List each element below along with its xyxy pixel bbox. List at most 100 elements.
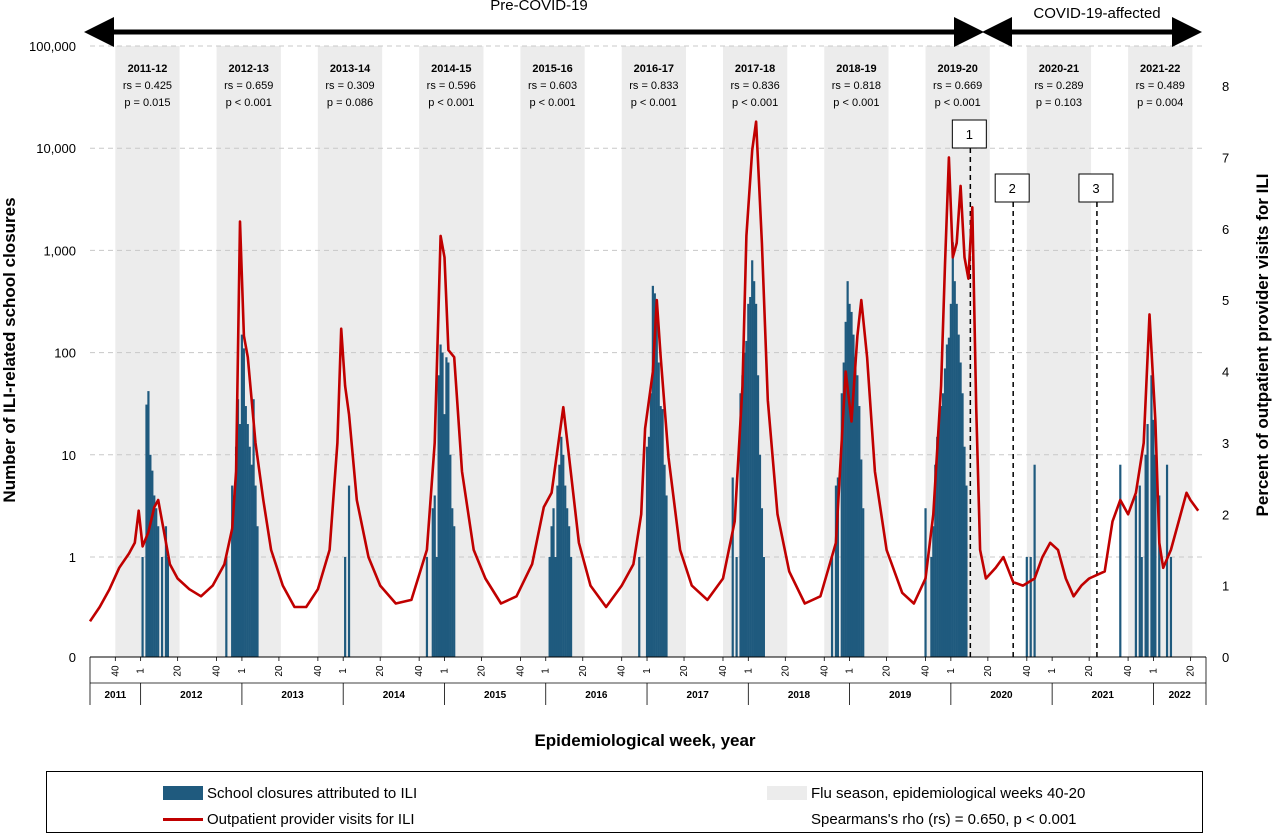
closure-bar [751,260,754,657]
closure-bar [568,526,571,657]
closure-bar [166,557,170,657]
week-label: 40 [414,665,425,677]
year-label: 2020 [990,690,1013,701]
annotation-label: 1 [966,127,973,142]
closure-bar [951,242,954,657]
closure-bar [451,508,454,657]
closure-bar [930,557,933,657]
closure-bar [431,508,434,657]
closure-bar [731,477,734,657]
closure-bar [959,362,962,657]
season-rs-label: rs = 0.659 [224,80,273,92]
legend-item-shade: Flu season, epidemiological weeks 40-20 [767,782,1085,804]
week-label: 20 [274,665,285,677]
season-rs-label: rs = 0.836 [731,80,780,92]
ili-percent-line [88,120,1200,623]
legend-item-bars: School closures attributed to ILI [163,782,417,804]
closure-bar [155,508,158,657]
week-label: 1 [237,668,248,674]
closure-bar [164,526,168,657]
closure-bar [943,368,947,657]
closure-bar [659,406,662,657]
closure-bar [233,495,236,657]
year-label: 2022 [1169,690,1192,701]
closure-bar [447,362,450,657]
closure-bar [842,362,845,657]
y-right-tick-label: 0 [1222,650,1229,665]
week-label: 40 [1022,665,1033,677]
closure-bar [934,464,937,657]
year-label: 2019 [889,690,912,701]
closure-bar [852,334,855,657]
season-p-label: p < 0.001 [631,97,677,109]
closure-bar [651,285,654,657]
closure-bar [850,311,853,657]
closure-bar [936,436,939,657]
season-name-label: 2011-12 [128,63,168,75]
closure-bar [924,508,927,657]
closure-bar [747,303,750,657]
week-label: 20 [882,665,893,677]
year-label: 2016 [585,690,608,701]
year-label: 2018 [788,690,811,701]
y-left-axis-label: Number of ILI-related school closures [0,197,19,502]
school-closure-bars [141,242,1173,657]
closure-bar [552,508,555,657]
y-right-tick-label: 7 [1222,150,1229,165]
closure-bar [453,526,456,657]
y-left-tick-label: 1,000 [43,243,76,258]
closure-bar [234,446,238,657]
closure-bar [256,526,259,657]
closure-bar [758,454,762,657]
season-rs-label: rs = 0.489 [1136,80,1185,92]
closure-bar [548,557,551,657]
y-left-tick-label: 100 [54,346,76,361]
year-label: 2012 [180,690,203,701]
season-p-label: p < 0.001 [428,97,474,109]
week-label: 1 [743,668,754,674]
week-label: 40 [313,665,324,677]
period-label: Pre-COVID-19 [490,0,588,14]
closure-bar [558,464,561,657]
closure-bar [754,303,758,657]
season-rs-label: rs = 0.596 [427,80,476,92]
closure-bar [957,334,960,657]
closure-bar [554,557,557,657]
season-rs-label: rs = 0.818 [832,80,881,92]
closure-bar [347,485,351,657]
season-name-label: 2014-15 [431,63,471,75]
right-axis-ticks: 0 1 2 3 4 5 6 7 8 [1222,79,1229,665]
week-label: 40 [921,665,932,677]
closure-bar [953,281,956,657]
week-label: 40 [617,665,628,677]
closure-bar [569,557,573,657]
closure-bar [1144,454,1147,657]
closure-bar [844,321,847,657]
closure-bar [151,470,154,657]
closure-bar [153,495,156,657]
y-right-tick-label: 3 [1222,436,1229,451]
closure-bar [1152,419,1155,657]
closure-bar [435,557,438,657]
period-arrows: Pre-COVID-19 COVID-19-affected [84,0,1202,47]
closure-bar [741,375,744,657]
season-name-label: 2017-18 [735,63,775,75]
closure-bar [437,375,440,657]
y-right-tick-label: 6 [1222,222,1229,237]
closure-bar [840,393,843,657]
closure-bar [762,557,765,657]
week-label: 40 [515,665,526,677]
season-p-label: p < 0.001 [935,97,981,109]
closure-bar [945,344,949,657]
y-right-tick-label: 8 [1222,79,1229,94]
week-label: 1 [338,668,349,674]
closure-bar [854,357,857,657]
legend-swatch-shade [767,786,807,800]
annotation-boxes: 1 2 3 [951,119,1114,203]
year-label: 2014 [383,690,406,701]
y-right-tick-label: 5 [1222,293,1229,308]
season-p-label: p < 0.001 [833,97,879,109]
week-label: 20 [1084,665,1095,677]
period-label: COVID-19-affected [1033,5,1160,22]
week-label: 1 [136,668,147,674]
